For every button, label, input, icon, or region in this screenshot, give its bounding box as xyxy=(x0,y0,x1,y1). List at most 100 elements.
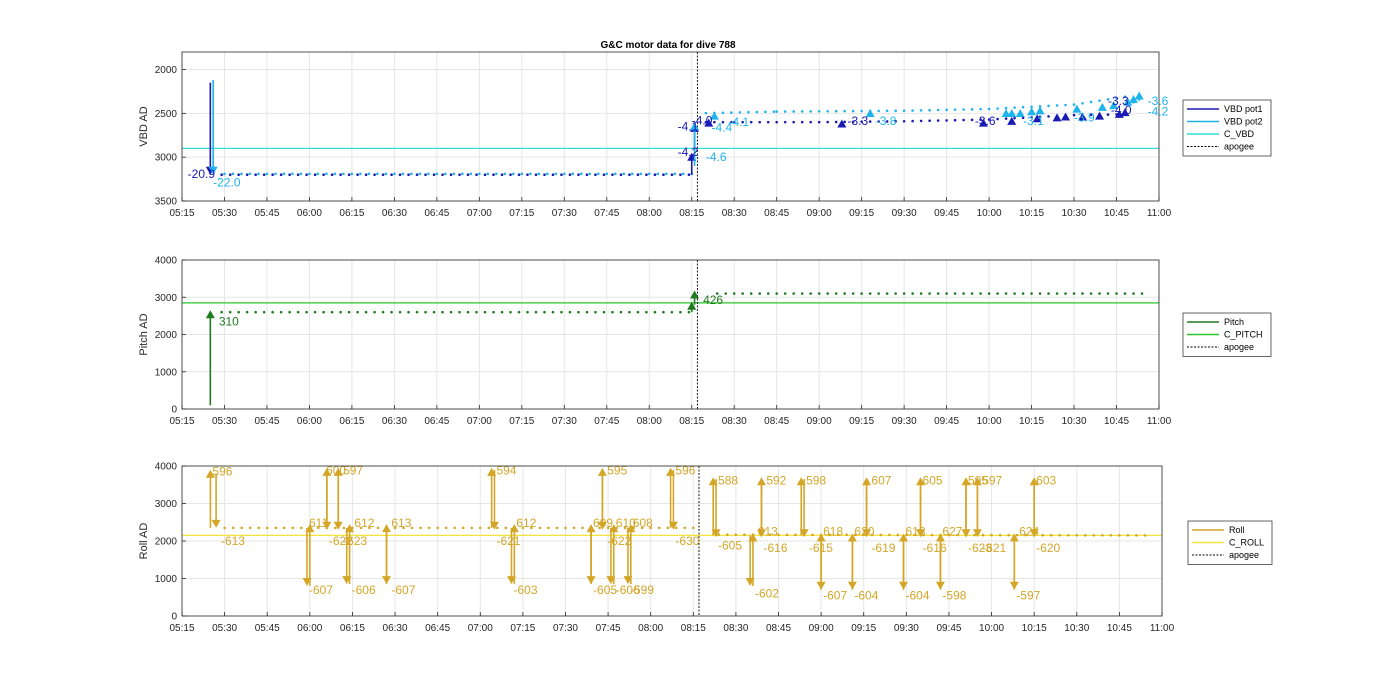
data-point xyxy=(936,292,940,295)
data-point xyxy=(885,109,889,113)
data-point xyxy=(794,533,797,537)
plot-area xyxy=(182,52,1159,201)
arrow-head xyxy=(208,166,218,175)
data-point xyxy=(1013,106,1016,109)
data-point xyxy=(492,173,495,177)
data-point xyxy=(407,173,410,177)
data-point xyxy=(987,118,991,121)
data-point xyxy=(466,310,470,314)
data-point xyxy=(732,292,736,295)
arrow-label: 588 xyxy=(718,473,738,487)
arrow-head xyxy=(609,524,619,533)
arrow-head xyxy=(382,524,392,533)
data-point xyxy=(936,108,940,112)
data-point xyxy=(1081,101,1084,105)
arrow-label: -602 xyxy=(755,587,779,601)
data-point xyxy=(653,173,657,177)
data-point xyxy=(581,526,584,530)
data-point xyxy=(248,172,252,176)
data-point xyxy=(734,533,738,536)
data-point xyxy=(529,172,532,176)
data-point xyxy=(487,526,491,530)
data-point xyxy=(432,173,436,177)
data-point xyxy=(322,310,325,314)
data-point xyxy=(1075,533,1079,537)
x-tick-label: 06:00 xyxy=(297,623,322,634)
data-point xyxy=(594,310,597,314)
data-point xyxy=(262,173,266,177)
data-point xyxy=(1021,105,1025,109)
data-point xyxy=(998,533,1002,537)
data-point xyxy=(478,172,481,176)
data-point xyxy=(568,310,572,314)
arrow-head xyxy=(1129,94,1139,103)
arrow-label: -597 xyxy=(1016,588,1040,602)
data-point xyxy=(970,118,974,122)
arrow-head xyxy=(690,122,700,131)
data-point xyxy=(662,310,665,314)
data-point xyxy=(220,173,223,177)
data-point xyxy=(894,292,897,295)
data-arrows xyxy=(205,290,700,406)
data-point xyxy=(257,526,260,530)
data-point xyxy=(296,310,300,314)
data-point xyxy=(503,172,507,176)
data-point xyxy=(834,120,838,124)
data-point xyxy=(640,526,644,530)
data-point xyxy=(452,172,456,176)
legend-entry: apogee xyxy=(1224,342,1254,352)
data-point xyxy=(359,526,363,530)
x-tick-label: 07:45 xyxy=(594,416,619,427)
data-point xyxy=(953,292,957,295)
arrow-head xyxy=(509,524,519,533)
data-point xyxy=(384,172,388,176)
data-point xyxy=(521,526,525,530)
data-point xyxy=(979,118,982,121)
x-tick-label: 08:45 xyxy=(764,208,789,219)
data-point xyxy=(563,172,566,176)
data-point xyxy=(860,120,863,123)
data-point xyxy=(894,120,897,123)
y-tick-label: 1000 xyxy=(155,574,178,585)
data-point xyxy=(1106,98,1110,101)
data-point xyxy=(305,173,308,177)
arrow-label: -619 xyxy=(871,541,895,555)
x-tick-label: 05:15 xyxy=(169,208,194,219)
data-point xyxy=(1115,96,1118,100)
data-point xyxy=(747,110,750,114)
data-point xyxy=(1055,292,1059,295)
arrow-label: 598 xyxy=(806,473,826,487)
data-point xyxy=(1123,95,1127,98)
x-tick-label: 08:45 xyxy=(766,623,791,634)
data-point xyxy=(543,310,546,314)
data-point xyxy=(308,172,311,176)
data-point xyxy=(657,526,661,530)
data-point xyxy=(223,526,226,530)
data-point xyxy=(1101,533,1104,537)
value-label: -4.2 xyxy=(678,145,699,159)
arrow-head xyxy=(837,119,847,128)
data-point xyxy=(715,292,719,295)
data-point xyxy=(741,292,745,295)
data-point xyxy=(636,310,640,314)
data-point xyxy=(868,292,872,295)
data-point xyxy=(265,526,269,530)
data-point xyxy=(679,173,682,177)
x-tick-label: 08:30 xyxy=(723,623,748,634)
arrow-label: -607 xyxy=(309,583,333,597)
y-tick-label: 4000 xyxy=(155,256,178,267)
arrow-head xyxy=(847,533,857,542)
arrow-head xyxy=(1095,111,1105,120)
arrow-head xyxy=(597,521,607,530)
arrow-head xyxy=(862,529,872,538)
data-point xyxy=(721,120,725,124)
data-point xyxy=(817,292,821,295)
data-point xyxy=(783,292,787,295)
data-point xyxy=(546,172,549,176)
x-tick-label: 07:15 xyxy=(509,208,534,219)
data-point xyxy=(585,310,589,314)
arrow-label: -606 xyxy=(616,583,640,597)
data-point xyxy=(945,108,948,112)
data-point xyxy=(913,533,917,537)
data-point xyxy=(330,310,334,314)
